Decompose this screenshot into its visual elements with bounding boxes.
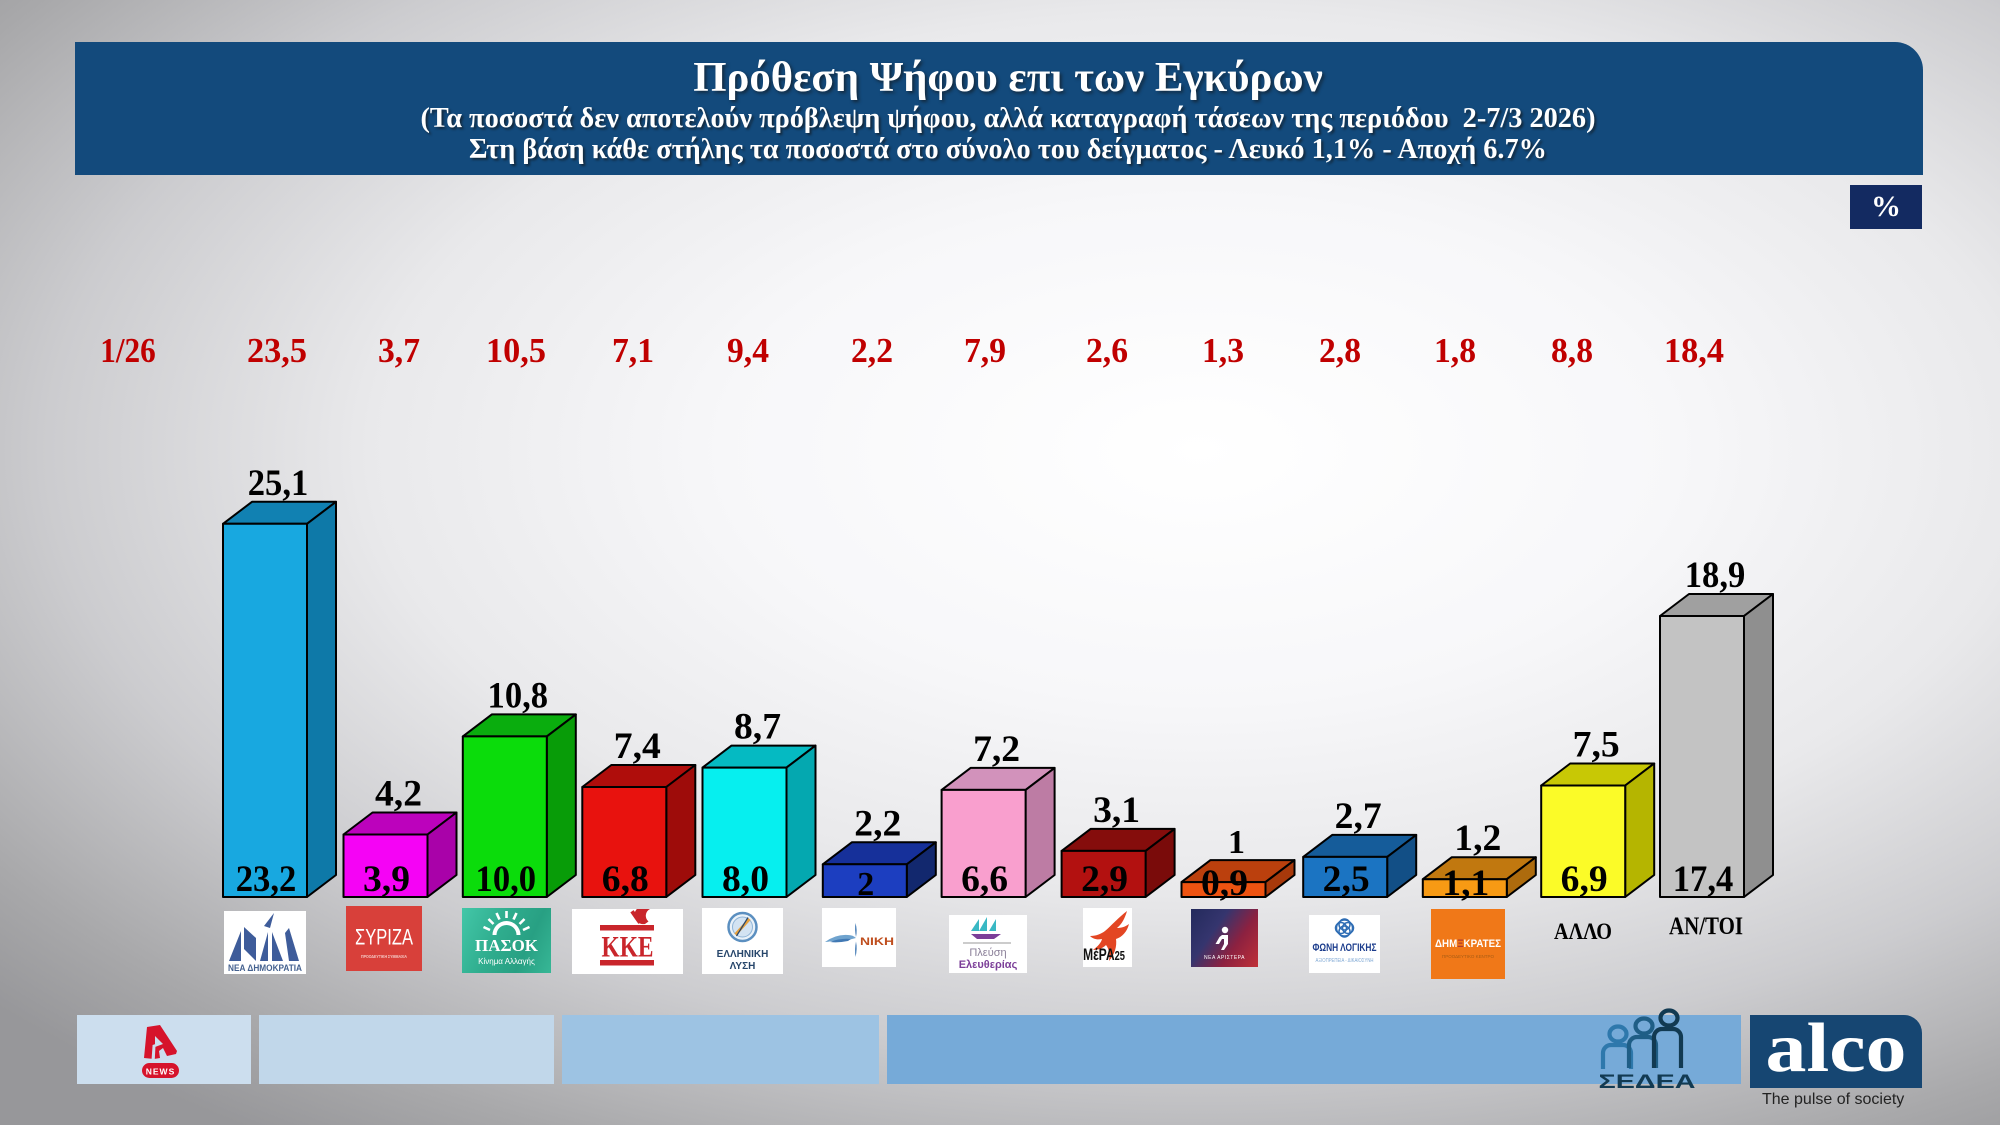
svg-text:ΑΞΙΟΠΡΕΠΕΙΑ - ΔΙΚΑΙΟΣΥΝΗ: ΑΞΙΟΠΡΕΠΕΙΑ - ΔΙΚΑΙΟΣΥΝΗ (1316, 958, 1374, 964)
svg-text:10,0: 10,0 (476, 859, 537, 900)
svg-text:2: 2 (857, 866, 874, 903)
svg-text:Κίνημα Αλλαγής: Κίνημα Αλλαγής (478, 957, 535, 966)
svg-text:7,5: 7,5 (1573, 725, 1620, 766)
svg-text:Πλεύση: Πλεύση (969, 947, 1006, 959)
svg-text:2,2: 2,2 (851, 331, 893, 370)
svg-text:8,8: 8,8 (1551, 331, 1593, 370)
svg-text:7,2: 7,2 (973, 729, 1020, 770)
svg-text:25,1: 25,1 (248, 463, 309, 504)
svg-text:ΣΕΔΕΑ: ΣΕΔΕΑ (1599, 1072, 1696, 1093)
svg-text:2,8: 2,8 (1319, 331, 1361, 370)
svg-text:7,1: 7,1 (612, 331, 654, 370)
svg-text:4,2: 4,2 (375, 774, 422, 815)
svg-text:0,9: 0,9 (1201, 863, 1248, 904)
svg-text:8,7: 8,7 (734, 707, 781, 748)
svg-text:1,8: 1,8 (1434, 331, 1476, 370)
svg-text:ΕΛΛΗΝΙΚΗ: ΕΛΛΗΝΙΚΗ (717, 949, 769, 960)
svg-text:7,9: 7,9 (964, 331, 1006, 370)
svg-text:ΝΕΑ ΔΗΜΟΚΡΑΤΙΑ: ΝΕΑ ΔΗΜΟΚΡΑΤΙΑ (228, 963, 302, 974)
svg-text:ΦΩΝΗ ΛΟΓΙΚΗΣ: ΦΩΝΗ ΛΟΓΙΚΗΣ (1313, 942, 1377, 954)
svg-text:2,6: 2,6 (1086, 331, 1128, 370)
svg-text:23,5: 23,5 (247, 331, 307, 370)
svg-text:3,9: 3,9 (363, 859, 410, 900)
svg-text:10,5: 10,5 (486, 331, 546, 370)
svg-text:1: 1 (1228, 824, 1245, 861)
svg-text:3,7: 3,7 (378, 331, 420, 370)
svg-text:1,1: 1,1 (1442, 863, 1489, 904)
svg-text:6,9: 6,9 (1561, 859, 1608, 900)
svg-text:9,4: 9,4 (727, 331, 769, 370)
svg-text:1,2: 1,2 (1454, 818, 1501, 859)
svg-text:KKE: KKE (602, 931, 654, 964)
svg-text:3,1: 3,1 (1093, 790, 1140, 831)
svg-text:ΔΗΜΞΚΡΑΤΕΣ: ΔΗΜΞΚΡΑΤΕΣ (1435, 938, 1501, 950)
svg-text:7,4: 7,4 (614, 726, 661, 767)
svg-text:1/26: 1/26 (100, 331, 156, 370)
svg-text:8,0: 8,0 (722, 859, 769, 900)
svg-text:2,7: 2,7 (1335, 796, 1382, 837)
svg-text:ΑΝ/ΤΟΙ: ΑΝ/ΤΟΙ (1669, 913, 1743, 940)
svg-text:ΝΕΑ ΑΡΙΣΤΕΡΑ: ΝΕΑ ΑΡΙΣΤΕΡΑ (1204, 955, 1245, 961)
svg-text:Ελευθερίας: Ελευθερίας (959, 959, 1018, 971)
svg-text:ΠΡΟΟΔΕΥΤΙΚΟ ΚΕΝΤΡΟ: ΠΡΟΟΔΕΥΤΙΚΟ ΚΕΝΤΡΟ (1442, 954, 1494, 959)
svg-text:ΜέΡΑ25: ΜέΡΑ25 (1083, 945, 1125, 964)
svg-text:10,8: 10,8 (488, 675, 549, 716)
svg-text:ΝΙΚΗ: ΝΙΚΗ (860, 936, 894, 948)
svg-text:1,3: 1,3 (1202, 331, 1244, 370)
svg-text:ΛΥΣΗ: ΛΥΣΗ (730, 961, 756, 972)
svg-text:ΠΡΟΟΔΕΥΤΙΚΗ ΣΥΜΜΑΧΙΑ: ΠΡΟΟΔΕΥΤΙΚΗ ΣΥΜΜΑΧΙΑ (361, 954, 408, 959)
svg-text:18,4: 18,4 (1664, 331, 1724, 370)
svg-text:ΑΛΛΟ: ΑΛΛΟ (1554, 919, 1612, 944)
svg-text:23,2: 23,2 (236, 859, 297, 900)
svg-text:NEWS: NEWS (146, 1067, 176, 1077)
svg-text:2,2: 2,2 (854, 803, 901, 844)
svg-text:ΣΥΡΙΖΑ: ΣΥΡΙΖΑ (355, 925, 413, 950)
svg-text:ΠΑΣΟΚ: ΠΑΣΟΚ (475, 936, 539, 955)
svg-text:6,8: 6,8 (602, 859, 649, 900)
svg-text:6,6: 6,6 (961, 859, 1008, 900)
svg-text:2,9: 2,9 (1081, 859, 1128, 900)
svg-text:18,9: 18,9 (1685, 555, 1746, 596)
svg-text:2,5: 2,5 (1323, 859, 1370, 900)
svg-text:17,4: 17,4 (1673, 859, 1734, 900)
